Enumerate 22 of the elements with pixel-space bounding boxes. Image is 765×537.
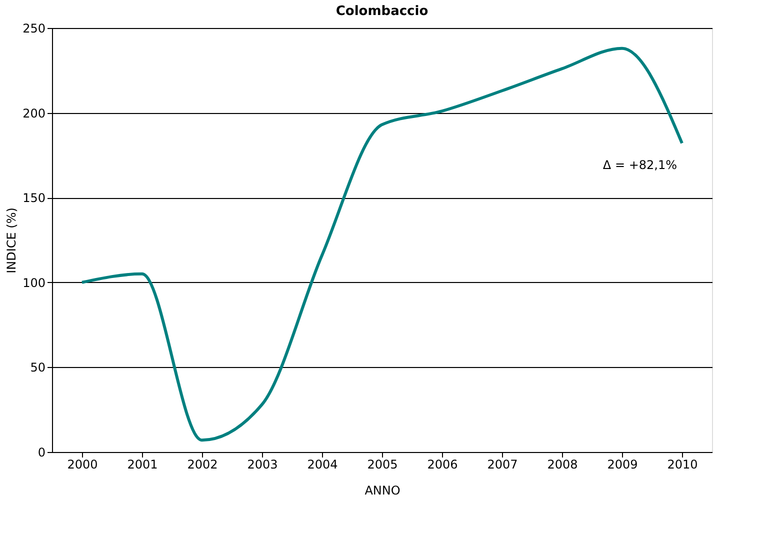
x-tick-label: 2001: [127, 458, 158, 472]
x-tick-label: 2002: [187, 458, 218, 472]
x-tick-label: 2003: [247, 458, 278, 472]
x-tick-label: 2008: [547, 458, 578, 472]
x-tick-label: 2005: [367, 458, 398, 472]
x-tick-label: 2010: [667, 458, 698, 472]
x-tick-label: 2006: [427, 458, 458, 472]
line-series: [80, 46, 684, 442]
y-tick-label: 0: [38, 446, 46, 460]
y-tick-label: 250: [22, 22, 46, 36]
y-tick-label: 150: [22, 191, 46, 206]
x-axis-title: ANNO: [364, 484, 400, 498]
y-axis-title: INDICE (%): [4, 208, 19, 274]
x-tick-label: 2009: [607, 458, 638, 472]
y-tick-label: 100: [22, 276, 46, 290]
y-tick-label: 200: [22, 106, 46, 120]
annotation: Δ = +82,1%: [602, 158, 677, 172]
x-tick-label: 2004: [307, 458, 338, 472]
y-tick-label: 50: [30, 360, 46, 375]
x-tick-label: 2007: [487, 458, 518, 472]
x-tick-label: 2000: [67, 458, 98, 472]
chart-title: Colombaccio: [336, 4, 428, 19]
